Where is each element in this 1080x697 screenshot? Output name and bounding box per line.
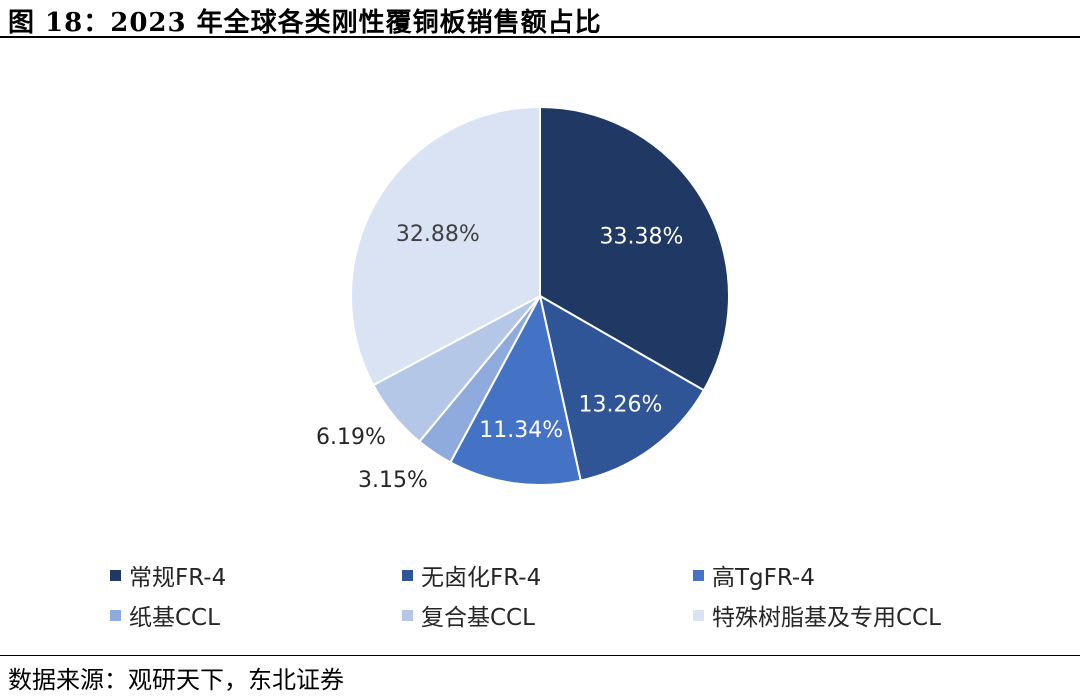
legend-item: 特殊树脂基及专用CCL <box>693 598 941 632</box>
pie-slice <box>539 105 730 392</box>
top-rule <box>0 36 1080 38</box>
slice-value-label: 32.88% <box>396 222 480 247</box>
legend-swatch <box>402 569 413 581</box>
legend-label: 特殊树脂基及专用CCL <box>712 605 941 631</box>
pie-slice <box>538 294 706 482</box>
figure-title: 图 18：2023 年全球各类刚性覆铜板销售额占比 <box>8 8 602 38</box>
legend-item: 纸基CCL <box>110 598 220 632</box>
legend-label: 纸基CCL <box>129 605 220 631</box>
pie-slice <box>449 293 582 486</box>
legend-item: 无卤化FR-4 <box>402 558 541 592</box>
slice-value-label: 3.15% <box>358 468 428 493</box>
slice-value-label: 13.26% <box>579 393 663 418</box>
legend-item: 高TgFR-4 <box>693 558 815 592</box>
legend-label: 无卤化FR-4 <box>421 565 542 591</box>
legend-label: 常规FR-4 <box>129 565 227 591</box>
pie-slice <box>350 105 541 387</box>
slice-value-label: 6.19% <box>316 425 386 450</box>
legend-label: 高TgFR-4 <box>712 565 815 591</box>
source-note: 数据来源：观研天下，东北证券 <box>8 666 344 694</box>
bottom-rule <box>0 655 1080 656</box>
legend-swatch <box>693 609 704 621</box>
legend-item: 常规FR-4 <box>110 558 226 592</box>
slice-value-label: 11.34% <box>479 418 563 443</box>
slice-value-label: 33.38% <box>599 224 683 249</box>
legend-swatch <box>693 569 704 581</box>
legend-label: 复合基CCL <box>421 605 535 631</box>
legend-swatch <box>402 609 413 621</box>
legend-swatch <box>110 609 121 621</box>
legend-swatch <box>110 569 121 581</box>
legend-item: 复合基CCL <box>402 598 535 632</box>
